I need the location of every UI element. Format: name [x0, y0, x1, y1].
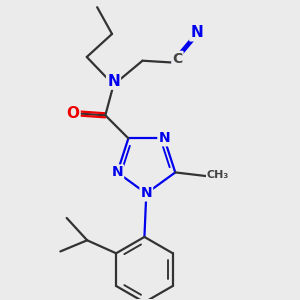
Text: N: N [107, 74, 120, 88]
Text: CH₃: CH₃ [207, 170, 229, 180]
Text: N: N [190, 25, 203, 40]
Text: N: N [112, 165, 123, 179]
Text: O: O [67, 106, 80, 121]
Text: C: C [172, 52, 182, 66]
Text: N: N [158, 131, 170, 146]
Text: N: N [140, 187, 152, 200]
